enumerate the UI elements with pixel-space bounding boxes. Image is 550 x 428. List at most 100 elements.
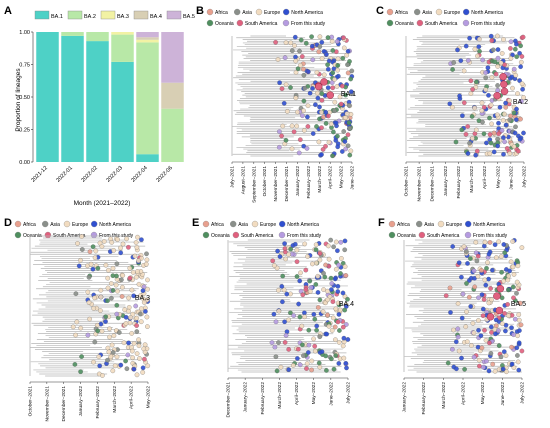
legend-label: North America [287,222,319,228]
bar-segment [61,35,84,162]
legend-label: BA.2 [84,14,96,20]
date-tick-label: January–2022 [78,386,84,417]
date-tick-label: January–2022 [243,382,249,413]
date-tick-label: November–2021 [44,386,50,422]
bar-segment [61,32,84,36]
lineage-label: BA.3 [135,295,150,302]
bar-segment [111,34,134,62]
tree-tips [273,34,355,159]
phylogenetic-tree [405,35,523,157]
date-tick-label: October–2021 [262,166,268,197]
bar-segment [161,32,184,83]
legend-label: South America [241,233,274,239]
date-tick-label: March–2022 [469,166,475,193]
date-tick-label: December–2021 [61,386,67,422]
legend-dot [279,220,286,228]
legend-label: Europe [444,10,460,16]
lineage-label: BA.5 [511,301,526,308]
legend-dot [63,220,71,228]
bar-segment [86,32,109,42]
date-tick-label: October–2021 [404,166,410,197]
legend-swatch-ba4 [133,10,149,20]
bar-segment [111,32,134,35]
x-tick-label: 2022-04 [130,165,149,184]
panel-a-xlabel: Month (2021–2022) [74,200,131,207]
date-tick-label: December–2021 [226,382,232,418]
date-tick-label: May–2022 [339,166,345,189]
date-tick-label: February–2022 [260,382,266,415]
phylogenetic-tree [29,235,148,377]
date-tick-label: July–2021 [230,166,236,188]
date-tick-label: March–2022 [317,166,323,193]
legend-label: Asia [50,222,60,228]
x-tick-label: 2022-02 [80,165,99,184]
panel-letter-a: A [4,5,12,17]
legend-dot [91,220,98,228]
y-tick-label: 0.25 [19,128,30,134]
x-tick-label: 2022-03 [105,165,124,184]
legend-label: Africa [23,222,36,228]
panel-a-ylabel: Proportion of lineages [15,68,22,132]
legend-dot [90,231,98,239]
bar-segment [136,32,159,38]
legend-dot [206,8,214,16]
panel-b: B Africa Asia Europe North America Oceania Sou… [196,5,356,203]
legend-label: Asia [422,10,432,16]
legend-swatch-ba3 [100,10,116,20]
legend-label: Oceania [23,233,42,239]
legend-label: BA.5 [183,14,195,20]
date-tick-label: October–2021 [28,386,34,417]
date-tick-label: August–2021 [240,166,246,195]
legend-dot [278,231,286,239]
legend-label: Europe [446,222,462,228]
legend-dot [202,220,210,228]
panel-a-legend: BA.1 BA.2 BA.3 BA.4 BA.5 [34,10,195,20]
legend-dot [465,220,472,228]
lineage-label: BA.2 [513,99,528,106]
legend-dot [42,220,49,228]
date-tick-label: January–2022 [295,166,301,197]
legend-label: Africa [397,222,410,228]
x-tick-label: 2022-01 [55,165,74,184]
legend-label: South America [425,21,458,27]
date-tick-label: June–2022 [508,166,514,190]
date-tick-label: April–2022 [482,166,488,189]
date-tick-label: November–2021 [273,166,279,202]
legend-dot [435,8,443,16]
date-tick-label: May–2022 [480,382,486,405]
legend-label: Asia [424,222,434,228]
legend-swatch-ba5 [166,10,182,20]
x-tick-label: 2022-06 [155,165,174,184]
legend-dot [464,231,472,239]
legend-dot [416,220,423,228]
y-tick-label: 0.00 [19,160,30,166]
legend-dot [206,19,214,27]
date-tick-label: February–2022 [456,166,462,199]
date-tick-label: April–2022 [129,386,135,409]
date-tick-label: May–2022 [146,386,152,409]
legend-label: From this study [471,21,506,27]
bar-segment [86,41,109,162]
legend-dot [414,8,421,16]
legend-label: Europe [260,222,276,228]
legend-label: From this study [291,21,326,27]
legend-dot [251,220,259,228]
lineage-label: BA.4 [339,301,354,308]
legend-label: Asia [238,222,248,228]
date-tick-label: June–2022 [328,382,334,406]
date-tick-label: July–2022 [346,382,352,404]
bar-segment [111,61,134,162]
legend-swatch-ba2 [67,10,83,20]
legend-dot [282,19,290,27]
panel-letter-f: F [378,217,385,229]
date-tick-label: March–2022 [112,386,118,413]
date-tick-label: February–2022 [421,382,427,415]
legend-label: Oceania [211,233,230,239]
legend-dot [388,231,396,239]
legend-label: Africa [215,10,228,16]
tree-tips [70,234,151,378]
legend-swatch-ba1 [34,10,50,20]
legend-label: Oceania [397,233,416,239]
tree-tips [269,237,351,374]
